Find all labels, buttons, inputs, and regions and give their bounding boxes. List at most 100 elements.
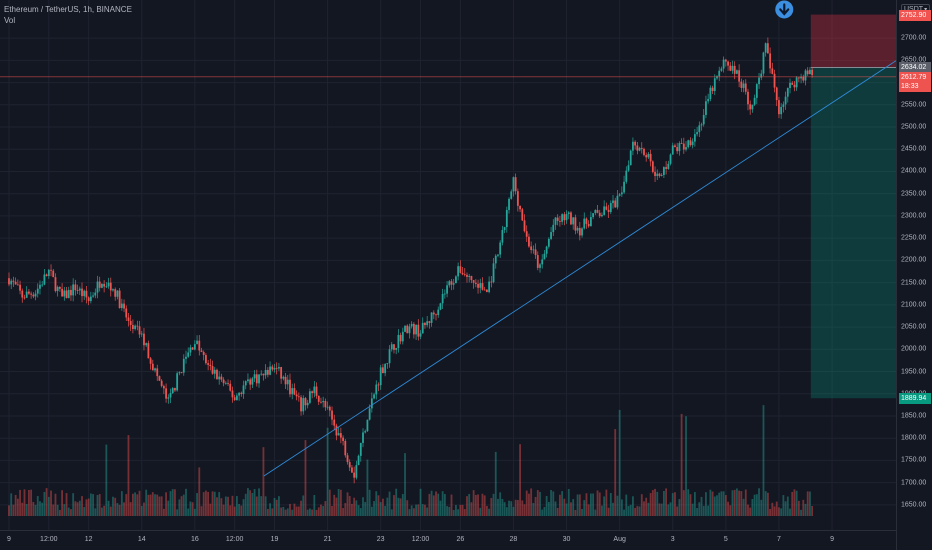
candle-body [253, 374, 256, 379]
volume-bar [594, 509, 597, 516]
x-tick-label: 26 [456, 536, 465, 543]
candle-body [729, 65, 732, 71]
volume-bar [271, 508, 274, 516]
candle-body [382, 367, 384, 374]
candle-body [264, 369, 267, 376]
volume-bar [174, 489, 176, 516]
volume-bar [587, 504, 590, 516]
y-tick-label: 2500.00 [901, 123, 927, 131]
candle-body [14, 281, 17, 285]
candle-body [388, 349, 391, 364]
volume-bar [231, 495, 234, 516]
volume-bar [295, 506, 298, 516]
candle-body [67, 289, 70, 299]
volume-indicator-label[interactable]: Vol [4, 16, 16, 25]
volume-bar [105, 444, 108, 516]
candle-body [638, 147, 641, 151]
candle-body [94, 292, 97, 296]
y-tick-label: 2700.00 [901, 34, 927, 42]
volume-bar [645, 497, 648, 516]
volume-bar [687, 489, 690, 516]
volume-bar [415, 504, 417, 516]
candle-body [289, 379, 291, 395]
candle-body [125, 308, 128, 318]
candle-body [408, 326, 411, 334]
volume-bar [344, 503, 347, 516]
candle-body [198, 340, 201, 351]
candle-body [118, 290, 121, 309]
volume-bar [751, 499, 754, 516]
candle-body [189, 347, 192, 353]
volume-bar [632, 496, 634, 516]
volume-bar [523, 504, 526, 516]
price-chart[interactable] [0, 0, 896, 530]
candle-body [804, 70, 807, 81]
x-tick-label: 21 [323, 536, 332, 543]
volume-bar [284, 509, 287, 516]
volume-bar [470, 502, 473, 516]
volume-bar [87, 498, 90, 516]
candle-body [393, 344, 395, 350]
candle-body [275, 367, 278, 369]
candle-body [773, 73, 776, 88]
volume-bar [282, 506, 285, 516]
volume-bar [229, 505, 232, 516]
stop-price-tag: 2752.90 [899, 9, 931, 21]
x-tick-label: 28 [509, 536, 518, 543]
candle-body [262, 373, 265, 376]
volume-bar [357, 505, 360, 516]
volume-bar [30, 489, 33, 516]
candle-body [233, 397, 236, 401]
volume-bar [539, 491, 541, 516]
volume-bar [578, 494, 581, 516]
volume-bar [56, 504, 59, 516]
volume-bar [333, 494, 336, 516]
volume-bar [351, 503, 353, 516]
candle-body [337, 433, 340, 436]
candle-body [594, 210, 597, 214]
candle-body [101, 283, 103, 288]
symbol-title[interactable]: Ethereum / TetherUS, 1h, BINANCE [4, 5, 132, 14]
volume-bar [41, 502, 44, 516]
candle-body [780, 106, 783, 115]
volume-bar [120, 491, 123, 516]
volume-bar [461, 504, 464, 516]
candle-body [443, 293, 446, 295]
candle-body [284, 376, 287, 385]
volume-bar [355, 500, 358, 516]
volume-bar [109, 506, 112, 516]
candle-body [503, 227, 506, 230]
volume-bar [379, 502, 382, 516]
candle-body [501, 229, 504, 243]
candle-body [244, 381, 247, 386]
volume-bar [749, 507, 752, 516]
candle-body [278, 367, 280, 369]
volume-bar [297, 506, 300, 516]
volume-bar [435, 491, 437, 516]
candle-body [446, 285, 448, 294]
volume-bar [550, 489, 552, 516]
candle-body [399, 334, 402, 342]
y-tick-label: 2000.00 [901, 345, 927, 353]
volume-bar [605, 489, 608, 516]
price-axis[interactable]: USDT▾ 1650.001700.001750.001800.001850.0… [896, 0, 932, 550]
candle-body [397, 334, 400, 349]
candle-body [486, 289, 488, 293]
time-axis[interactable]: 9 12:00 12 14 16 12:00 19 21 23 12:00 26 28 30 Aug 3 5 7… [0, 530, 896, 550]
volume-bar [118, 504, 121, 516]
volume-bar [346, 492, 349, 516]
candle-body [766, 43, 769, 54]
volume-bar [417, 504, 420, 516]
volume-bar [218, 492, 221, 516]
candle-body [375, 384, 378, 395]
candle-body [691, 141, 694, 146]
volume-bar [437, 493, 440, 516]
candle-body [43, 274, 46, 285]
candle-body [665, 167, 668, 169]
candle-body [736, 70, 738, 74]
volume-bar [370, 506, 373, 516]
candle-body [627, 165, 630, 171]
volume-bar [634, 507, 637, 516]
volume-bar [459, 504, 462, 516]
candle-body [74, 284, 77, 291]
